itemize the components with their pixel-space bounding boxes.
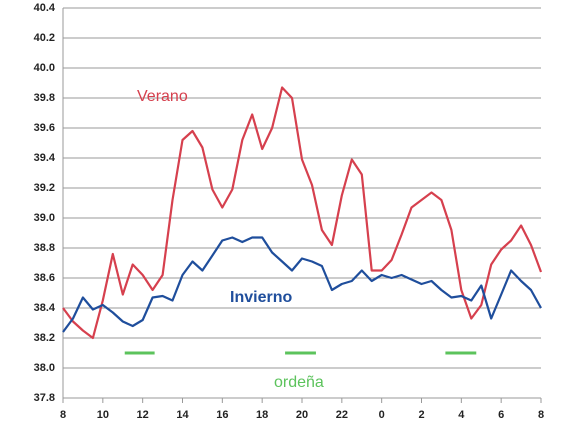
series-line <box>62 236 542 333</box>
annotation: Verano <box>137 88 188 105</box>
x-tick-label: 20 <box>296 409 308 421</box>
y-tick-label: 38.4 <box>34 302 56 314</box>
x-tick-label: 8 <box>538 409 544 421</box>
annotation: ordeña <box>274 374 324 391</box>
y-tick-label: 38.2 <box>34 332 55 344</box>
y-tick-label: 38.8 <box>34 242 55 254</box>
y-tick-label: 39.0 <box>34 212 55 224</box>
annotation: Invierno <box>230 289 292 306</box>
y-tick-label: 40.0 <box>34 62 55 74</box>
x-tick-label: 22 <box>336 409 348 421</box>
x-tick-label: 4 <box>458 409 465 421</box>
x-tick-label: 0 <box>379 409 385 421</box>
x-tick-label: 14 <box>176 409 189 421</box>
x-tick-label: 16 <box>216 409 228 421</box>
y-tick-label: 39.2 <box>34 182 55 194</box>
grid: 37.8 38.0 38.2 38.4 38.6 38.8 39.0 39.2 39.4 39.6… <box>34 2 544 421</box>
y-tick-label: 38.0 <box>34 362 55 374</box>
x-tick-label: 8 <box>60 409 66 421</box>
series-line <box>62 86 543 340</box>
plot <box>62 86 543 355</box>
x-tick-label: 2 <box>418 409 424 421</box>
y-tick-label: 38.6 <box>34 272 55 284</box>
y-tick-label: 39.8 <box>34 92 55 104</box>
y-tick-label: 40.4 <box>34 2 56 14</box>
x-tick-label: 10 <box>97 409 109 421</box>
x-tick-label: 6 <box>498 409 504 421</box>
x-tick-label: 18 <box>256 409 268 421</box>
x-tick-label: 12 <box>137 409 149 421</box>
y-tick-label: 37.8 <box>34 392 55 404</box>
y-tick-label: 40.2 <box>34 32 55 44</box>
y-tick-label: 39.4 <box>34 152 56 164</box>
y-tick-label: 39.6 <box>34 122 55 134</box>
